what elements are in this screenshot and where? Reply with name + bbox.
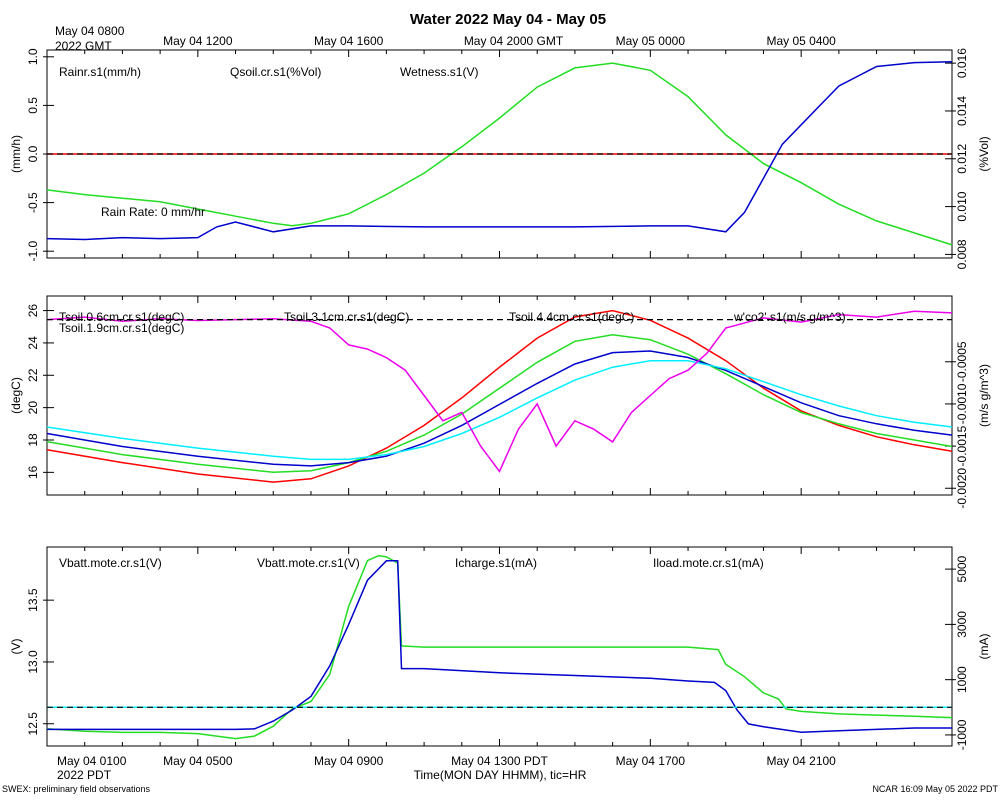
legend-label: w'co2'.s1(m/s g/m^3): [733, 310, 846, 324]
legend-label: Tsoil.3.1cm.cr.s1(degC): [284, 310, 409, 324]
legend-label: Rainr.s1(mm/h): [59, 65, 141, 79]
soil-temperature-panel: 26 24 22 20 18 16 -0.0005-0.0010-0.0015 -0.0020…: [9, 295, 991, 509]
series-line: [47, 560, 952, 733]
y-left-tick-label: 1.0: [26, 48, 40, 65]
y-right-tick-label: -0.0020: [955, 468, 969, 509]
series-line: [46, 310, 953, 473]
top-tick-labels: May 04 1200 May 04 1600 May 04 2000 GMT May…: [163, 34, 836, 48]
x-axis-label: Time(MON DAY HHMM), tic=HR: [414, 768, 587, 782]
series-line: [46, 359, 953, 461]
top-time-label-line1: May 04 0800: [55, 24, 125, 38]
y-right-axis-label: (mA): [977, 634, 991, 660]
top-time-label-line2: 2022 GMT: [55, 39, 112, 53]
series-line: [46, 309, 953, 483]
legend-label: Tsoil.0.6cm.cr.s1(degC): [59, 310, 184, 324]
series-line: [46, 554, 953, 740]
bottom-tick-label: May 04 0900: [314, 754, 384, 768]
y-left-axis-label: (degC): [9, 377, 23, 414]
y-right-tick-label: 1000: [955, 666, 969, 693]
y-right-tick-label: -0.0010: [955, 383, 969, 424]
footer-left: SWEX: preliminary field observations: [2, 784, 151, 794]
y-right-tick-label: -0.0005: [955, 341, 969, 382]
top-tick-label: May 05 0400: [766, 34, 836, 48]
y-left-axis-label: (mm/h): [9, 135, 23, 173]
bottom-tick-label: May 04 2100: [766, 754, 836, 768]
bottom-time-label-line1: May 04 0100: [57, 754, 127, 768]
legend-label: Tsoil.1.9cm.cr.s1(degC): [59, 321, 184, 335]
top-tick-label: May 05 0000: [616, 34, 686, 48]
y-right-tick-label: -0.0015: [955, 425, 969, 466]
legend-label: Wetness.s1(V): [400, 65, 478, 79]
bottom-tick-label: May 04 1300 PDT: [451, 754, 548, 768]
y-left-tick-label: 12.5: [26, 712, 40, 736]
y-left-tick-label: 13.5: [26, 588, 40, 612]
y-left-tick-label: 20: [26, 401, 40, 415]
y-left-tick-label: 16: [26, 465, 40, 479]
y-right-tick-label: 0.014: [955, 96, 969, 126]
y-right-tick-label: 3000: [955, 611, 969, 638]
chart-title: Water 2022 May 04 - May 05: [410, 11, 606, 28]
series-line: [46, 62, 953, 246]
bottom-time-label-line2: 2022 PDT: [57, 768, 112, 782]
rain-wetness-panel: 1.0 0.5 0.0 -0.5 -1.0 0.016 0.014 0.012 0.010 0.0…: [9, 48, 991, 270]
y-left-tick-label: 0.5: [26, 97, 40, 114]
y-right-tick-label: 5000: [955, 555, 969, 582]
y-left-tick-label: -0.5: [26, 192, 40, 213]
y-left-tick-label: -1.0: [26, 241, 40, 262]
top-tick-label: May 04 1200: [163, 34, 233, 48]
y-right-tick-label: 0.012: [955, 143, 969, 173]
series-line: [46, 350, 953, 467]
legend-label: Qsoil.cr.s1(%Vol): [230, 65, 321, 79]
y-right-tick-label: 0.008: [955, 239, 969, 269]
bottom-tick-labels: May 04 0500 May 04 0900 May 04 1300 PDT May…: [163, 754, 836, 768]
y-left-tick-label: 18: [26, 433, 40, 447]
bottom-tick-label: May 04 1700: [616, 754, 686, 768]
y-left-tick-label: 24: [26, 336, 40, 350]
rain-rate-annotation: Rain Rate: 0 mm/hr: [101, 205, 205, 219]
y-right-axis-label: (m/s g/m^3): [977, 364, 991, 427]
y-left-tick-label: 13.0: [26, 650, 40, 674]
legend-label: Vbatt.mote.cr.s1(V): [257, 556, 360, 570]
legend-label: Vbatt.mote.cr.s1(V): [59, 556, 162, 570]
y-left-axis-label: (V): [9, 639, 23, 655]
top-tick-label: May 04 2000 GMT: [464, 34, 564, 48]
y-right-tick-label: 0.016: [955, 48, 969, 78]
y-right-tick-label: 0.010: [955, 191, 969, 221]
y-right-tick-label: -1000: [955, 719, 969, 750]
y-left-tick-label: 0.0: [26, 145, 40, 162]
footer-right: NCAR 16:09 May 05 2022 PDT: [872, 784, 998, 794]
y-left-tick-label: 26: [26, 304, 40, 318]
series-line: [46, 60, 953, 241]
bottom-tick-label: May 04 0500: [163, 754, 233, 768]
legend-label: Iload.mote.cr.s1(mA): [653, 556, 764, 570]
top-tick-label: May 04 1600: [314, 34, 384, 48]
legend-label: Tsoil.4.4cm.cr.s1(degC): [509, 310, 634, 324]
y-right-axis-label: (%Vol): [977, 136, 991, 171]
series-line: [46, 334, 953, 474]
y-left-tick-label: 22: [26, 368, 40, 382]
battery-current-panel: 13.5 13.0 12.5 5000 3000 1000 -1000 (V) (mA) Vbat…: [9, 546, 991, 750]
legend-label: Icharge.s1(mA): [455, 556, 537, 570]
